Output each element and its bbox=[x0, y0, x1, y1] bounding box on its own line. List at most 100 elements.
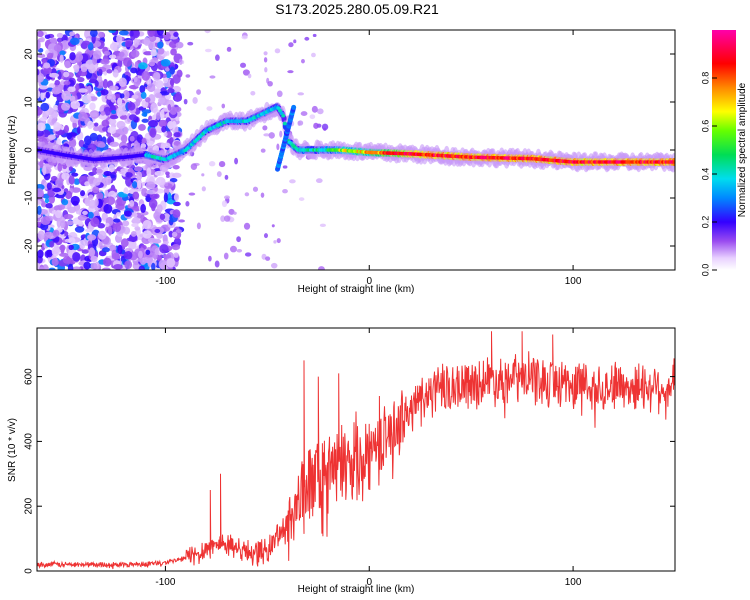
snr-y-label: SNR (10 * v/v) bbox=[7, 418, 18, 482]
spectrogram-noise-blob bbox=[282, 165, 288, 169]
spectrogram-noise-blob bbox=[279, 130, 283, 138]
spectrogram-noise-blob bbox=[129, 199, 135, 207]
spectrogram-y-tick-label: -20 bbox=[24, 238, 35, 253]
spectrogram-noise-blob bbox=[37, 230, 45, 241]
spectrogram-y-label: Frequency (Hz) bbox=[7, 116, 18, 185]
spectrogram-noise-blob bbox=[158, 119, 168, 128]
spectrogram-noise-blob bbox=[52, 187, 62, 193]
spectrogram-noise-blob bbox=[208, 255, 212, 262]
spectrogram-noise-blob bbox=[123, 57, 132, 67]
spectrogram-noise-blob bbox=[119, 93, 125, 99]
spectrogram-noise-blob bbox=[47, 134, 56, 140]
spectrogram-noise-blob bbox=[220, 215, 226, 222]
spectrogram-noise-blob bbox=[37, 72, 45, 83]
spectrogram-noise-blob bbox=[118, 110, 128, 116]
spectrogram-noise-blob bbox=[107, 118, 117, 126]
spectrogram-noise-blob bbox=[102, 78, 109, 89]
spectrogram-noise-blob bbox=[129, 30, 134, 37]
spectrogram-noise-blob bbox=[190, 163, 198, 170]
spectrogram-noise-blob bbox=[44, 198, 50, 204]
spectrogram-noise-blob bbox=[103, 50, 111, 56]
spectrogram-noise-blob bbox=[87, 194, 94, 200]
spectrogram-noise-blob bbox=[269, 132, 274, 139]
spectrogram-noise-blob bbox=[93, 126, 100, 132]
spectrogram-noise-blob bbox=[282, 189, 288, 194]
colorbar: 0.0 0.2 0.4 0.6 0.8 Normalized spectral ampl… bbox=[700, 30, 748, 276]
spectrogram-noise-blob bbox=[163, 240, 169, 245]
spectrogram-noise-blob bbox=[53, 122, 61, 132]
spectrogram-noise-blob bbox=[63, 125, 70, 134]
spectrogram-noise-blob bbox=[59, 244, 66, 251]
spectrogram-noise-blob bbox=[88, 247, 96, 258]
spectrogram-noise-blob bbox=[206, 106, 213, 111]
spectrogram-noise-blob bbox=[185, 201, 190, 207]
snr-series-line bbox=[37, 331, 675, 570]
spectrogram-noise-blob bbox=[208, 161, 216, 167]
spectrogram-noise-blob bbox=[247, 73, 252, 79]
spectrogram-noise-blob bbox=[218, 161, 226, 168]
spectrogram-noise-blob bbox=[209, 75, 216, 79]
spectrogram-noise-blob bbox=[196, 89, 202, 95]
spectrogram-noise-blob bbox=[86, 234, 97, 241]
spectrogram-noise-blob bbox=[154, 92, 162, 99]
spectrogram-noise-blob bbox=[118, 77, 127, 88]
spectrogram-noise-blob bbox=[124, 260, 133, 270]
spectrogram-noise-blob bbox=[276, 90, 283, 98]
spectrogram-noise-blob bbox=[161, 125, 167, 133]
snr-y-ticks: 0 200 400 600 bbox=[24, 368, 675, 574]
spectrogram-noise-blob bbox=[159, 213, 166, 220]
spectrogram-noise-blob bbox=[104, 222, 110, 228]
spectrogram-noise-blob bbox=[96, 91, 102, 97]
spectrogram-noise-blob bbox=[157, 47, 165, 55]
spectrogram-noise-blob bbox=[124, 210, 132, 217]
spectrogram-noise-blob bbox=[173, 252, 179, 258]
spectrogram-noise-blob bbox=[149, 193, 160, 200]
spectrogram-noise-blob bbox=[185, 74, 191, 78]
spectrogram-noise-blob bbox=[80, 66, 88, 73]
spectrogram-y-tick-label: 10 bbox=[24, 96, 35, 108]
spectrogram-noise-blob bbox=[89, 102, 96, 111]
spectrogram-noise-blob bbox=[171, 231, 178, 238]
spectrogram-noise-blob bbox=[138, 250, 143, 259]
spectrogram-noise-blob bbox=[276, 143, 280, 151]
spectrogram-noise-blob bbox=[63, 80, 71, 86]
spectrogram-noise-blob bbox=[141, 188, 148, 197]
spectrogram-noise-blob bbox=[130, 230, 137, 237]
snr-x-ticks: -100 0 100 bbox=[155, 328, 582, 588]
spectrogram-noise-blob bbox=[173, 193, 180, 201]
spectrogram-noise-blob bbox=[242, 69, 250, 76]
spectrogram-noise-blob bbox=[37, 69, 40, 76]
spectrogram-noise-blob bbox=[271, 224, 275, 228]
spectrogram-noise-blob bbox=[201, 173, 205, 177]
spectrogram-noise-blob bbox=[143, 51, 153, 56]
spectrogram-noise-blob bbox=[80, 190, 86, 197]
spectrogram-noise-blob bbox=[169, 66, 176, 75]
spectrogram-y-tick-label: -10 bbox=[24, 190, 35, 205]
spectrogram-noise-blob bbox=[84, 181, 90, 187]
spectrogram-noise-blob bbox=[187, 41, 194, 46]
spectrogram-noise-blob bbox=[311, 105, 318, 113]
spectrogram-noise-blob bbox=[289, 179, 296, 184]
spectrogram-noise-blob bbox=[111, 110, 117, 115]
spectrogram-noise-blob bbox=[107, 226, 113, 236]
spectrogram-noise-blob bbox=[106, 132, 112, 137]
spectrogram-noise-blob bbox=[130, 67, 138, 74]
spectrogram-noise-blob bbox=[38, 266, 46, 270]
spectrogram-noise-blob bbox=[92, 186, 100, 194]
spectrogram-noise-blob bbox=[72, 251, 81, 262]
colorbar-gradient bbox=[712, 30, 736, 270]
spectrogram-noise-blob bbox=[100, 89, 109, 96]
spectrogram-noise-blob bbox=[163, 77, 169, 84]
spectrogram-noise-blob bbox=[148, 61, 156, 67]
snr-y-tick-label: 0 bbox=[24, 568, 35, 574]
spectrogram-noise-blob bbox=[160, 58, 171, 67]
spectrogram-noise-blob bbox=[51, 257, 59, 267]
spectrogram-noise-blob bbox=[142, 219, 152, 230]
spectrogram-noise-blob bbox=[101, 94, 107, 103]
spectrogram-noise-blob bbox=[141, 118, 149, 123]
spectrogram-noise-blob bbox=[244, 252, 252, 257]
spectrogram-noise-blob bbox=[103, 170, 112, 177]
spectrogram-noise-blob bbox=[300, 111, 308, 116]
spectrogram-noise-blob bbox=[128, 114, 137, 121]
spectrogram-noise-blob bbox=[168, 230, 174, 238]
